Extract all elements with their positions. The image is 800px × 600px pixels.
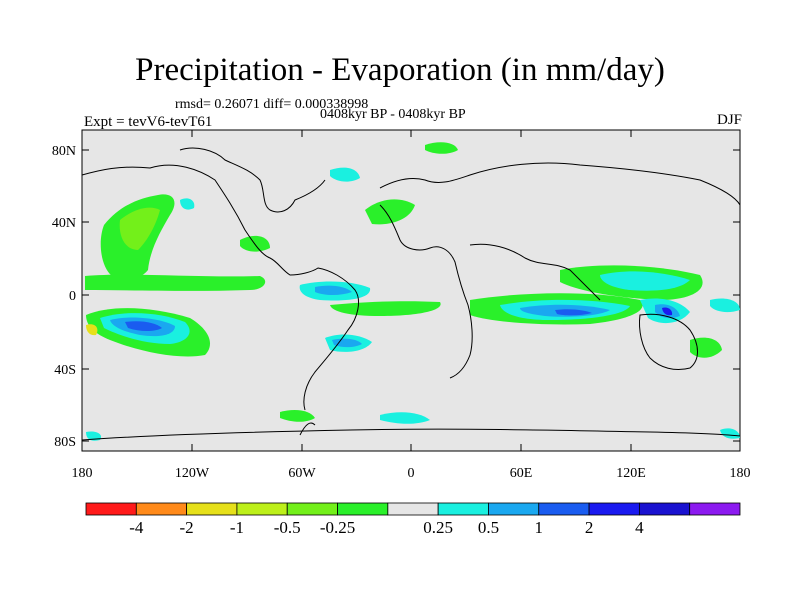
colorbar-label: -0.25 <box>319 518 356 537</box>
colorbar-swatch <box>186 502 238 516</box>
coastlines <box>81 147 741 441</box>
colorbar <box>85 502 741 516</box>
experiment-label: Expt = tevV6-tevT61 <box>84 114 213 130</box>
colorbar-label: 1 <box>534 518 544 537</box>
colorbar-swatch <box>135 502 188 516</box>
colorbar-swatch <box>85 502 137 516</box>
lat-labels: 80N 40N 0 40S 80S <box>52 144 76 450</box>
lon-label: 60W <box>288 466 316 481</box>
lon-label: 0 <box>408 466 415 481</box>
lat-label: 0 <box>69 289 76 304</box>
colorbar-swatch <box>588 502 640 516</box>
lon-label: 180 <box>72 466 93 481</box>
colorbar-swatch <box>689 502 741 516</box>
colorbar-label: 0.25 <box>423 518 454 537</box>
colorbar-swatch <box>387 502 439 516</box>
lat-label: 80S <box>54 435 76 450</box>
colorbar-label: 0.5 <box>477 518 500 537</box>
period-line: 0408kyr BP - 0408kyr BP <box>320 107 466 122</box>
colorbar-swatch <box>286 502 338 516</box>
lon-labels: 180 120W 60W 0 60E 120E 180 <box>72 466 751 481</box>
season-label: DJF <box>716 112 742 128</box>
colorbar-swatch <box>638 502 691 516</box>
colorbar-label: -1 <box>229 518 245 537</box>
lon-label: 120E <box>616 466 646 481</box>
lat-ticks <box>82 149 740 442</box>
colorbar-label: -2 <box>179 518 194 537</box>
lon-label: 120W <box>175 466 210 481</box>
colorbar-swatch <box>236 502 288 516</box>
colorbar-label: -4 <box>129 518 144 537</box>
lon-label: 180 <box>730 466 751 481</box>
colorbar-label: 4 <box>635 518 644 537</box>
lon-label: 60E <box>510 466 533 481</box>
lat-label: 40S <box>54 363 76 378</box>
lat-label: 40N <box>52 216 76 231</box>
map-title: Precipitation - Evaporation (in mm/day) <box>135 52 665 88</box>
lat-label: 80N <box>52 144 76 159</box>
colorbar-swatch <box>337 502 389 516</box>
lon-ticks <box>191 130 632 451</box>
stats-line: rmsd= 0.26071 diff= 0.000338998 <box>175 97 369 112</box>
colorbar-swatch <box>488 502 540 516</box>
colorbar-swatch <box>437 502 489 516</box>
colorbar-swatch <box>538 502 590 516</box>
colorbar-label: 2 <box>584 518 594 537</box>
colorbar-label: -0.5 <box>273 518 301 537</box>
